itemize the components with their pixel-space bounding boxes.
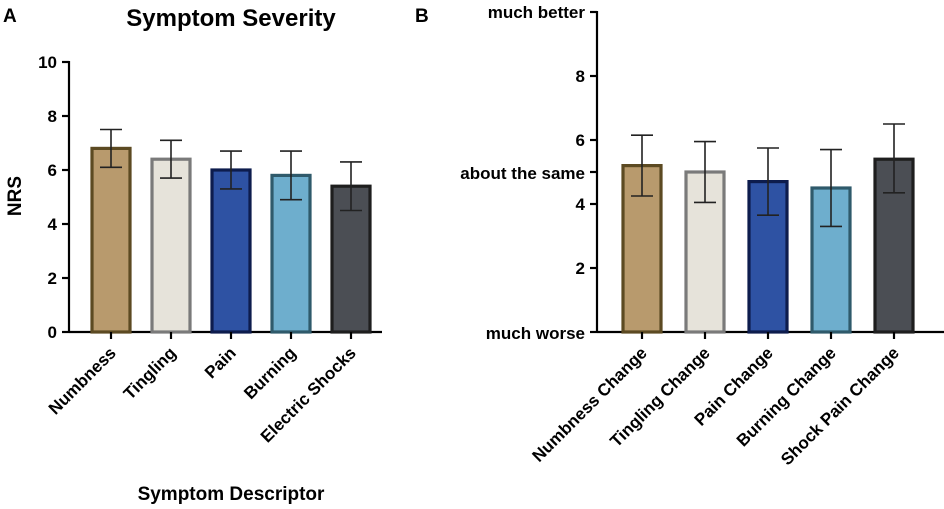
panel-a-y-tick-label: 2 [48,269,57,288]
panel-b-category-label: Shock Pain Change [777,343,903,469]
panel-a-category-label: Numbness [45,343,120,418]
panel-a-y-tick-label: 10 [38,53,57,72]
panel-b-y-tick-label: 2 [576,259,585,278]
panel-a-y-tick-label: 4 [48,215,58,234]
panel-a-y-tick-label: 0 [48,323,57,342]
panel-a-bar [150,157,192,334]
panel-a-category-label: Pain [201,343,240,382]
panel-a-x-axis-label: Symptom Descriptor [138,484,325,505]
panel-b-label-about-same: about the same [460,164,585,183]
panel-a-y-tick-label: 8 [48,107,57,126]
panel-a-letter: A [3,6,17,27]
panel-a-bar [90,146,132,334]
panel-b-category-label: Numbness Change [529,343,651,465]
panel-b-y-tick-label: 4 [576,195,586,214]
panel-a-bar [210,168,252,334]
panel-b-y-tick-label: 6 [576,131,585,150]
panel-b-letter: B [415,6,429,27]
panel-b-y-tick-label: 8 [576,67,585,86]
panel-a-y-tick-label: 6 [48,161,57,180]
panel-b-label-much-worse: much worse [486,324,585,343]
panel-a-y-axis-label: NRS [5,176,26,216]
panel-a-category-label: Tingling [120,343,180,403]
panel-a-category-label: Burning [240,343,300,403]
panel-b-label-much-better: much better [488,3,586,22]
panel-a-title: Symptom Severity [126,5,336,32]
